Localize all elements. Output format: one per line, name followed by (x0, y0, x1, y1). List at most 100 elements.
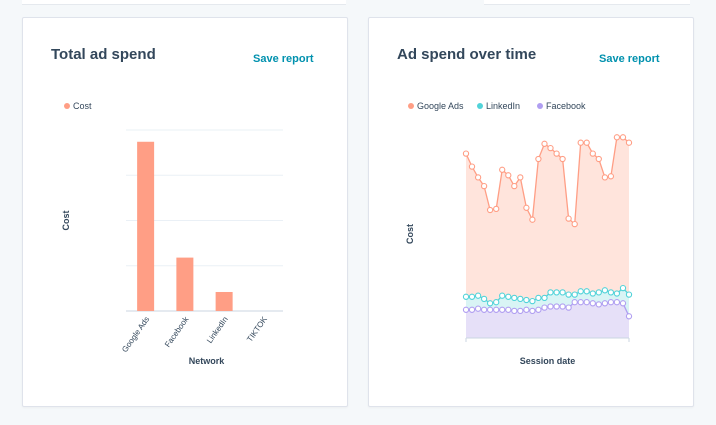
point-facebook (468, 306, 476, 313)
point-google-ads (523, 204, 530, 211)
legend-marker-cost (64, 103, 70, 109)
point-google-ads (625, 139, 633, 146)
point-google-ads (619, 134, 627, 141)
point-linkedin (607, 289, 615, 296)
card-title: Ad spend over time (397, 46, 537, 63)
point-facebook (613, 299, 621, 306)
point-google-ads (480, 182, 488, 190)
legend-marker (537, 103, 543, 109)
total-ad-spend-chart: Cost Google Ads Facebook LinkedIn TIKTOK Netw… (61, 101, 283, 366)
point-google-ads (613, 134, 621, 141)
point-linkedin (589, 290, 596, 297)
point-google-ads (559, 155, 566, 163)
save-report-button[interactable]: Save report (253, 53, 314, 65)
point-google-ads (541, 140, 548, 147)
point-facebook (529, 307, 536, 315)
point-linkedin (486, 300, 494, 307)
legend-marker (477, 103, 483, 109)
point-facebook (511, 307, 518, 315)
point-facebook (583, 299, 590, 306)
legend-label: Google Ads (417, 101, 464, 111)
point-google-ads (499, 166, 506, 173)
point-linkedin (613, 290, 621, 297)
point-linkedin (499, 292, 506, 299)
point-facebook (607, 299, 615, 306)
point-google-ads (468, 163, 476, 170)
point-facebook (589, 300, 596, 307)
point-google-ads (535, 155, 542, 163)
save-report-button[interactable]: Save report (599, 53, 660, 65)
point-google-ads (462, 150, 470, 157)
point-linkedin (619, 284, 627, 292)
point-facebook (547, 303, 554, 310)
point-linkedin (535, 294, 542, 302)
ad-spend-over-time-card: Ad spend over time Save report Google Ad… (368, 17, 694, 407)
x-tick-label: Google Ads (120, 315, 151, 354)
point-facebook (559, 303, 566, 310)
point-linkedin (480, 295, 488, 303)
area-google-ads (466, 137, 629, 338)
card-title: Total ad spend (51, 46, 156, 63)
legend-label-cost: Cost (73, 101, 92, 111)
point-facebook (499, 306, 506, 313)
point-google-ads (511, 182, 518, 190)
point-google-ads (601, 174, 609, 181)
legend: Cost (64, 101, 92, 111)
point-linkedin (565, 291, 572, 298)
top-strip-left (22, 0, 346, 5)
point-linkedin (553, 289, 560, 296)
y-axis-title: Cost (405, 224, 415, 244)
point-facebook (493, 306, 500, 313)
legend-label: Facebook (546, 101, 586, 111)
point-linkedin (493, 299, 500, 306)
y-axis-title: Cost (61, 210, 71, 230)
point-google-ads (607, 173, 615, 180)
point-linkedin (517, 295, 524, 303)
point-facebook (480, 306, 488, 313)
point-linkedin (511, 294, 518, 302)
point-linkedin (523, 296, 530, 304)
point-facebook (565, 304, 572, 311)
point-linkedin (577, 288, 584, 295)
point-facebook (541, 304, 548, 311)
point-linkedin (462, 293, 470, 300)
ad-spend-over-time-chart: Google Ads LinkedIn Facebook Session date Co… (405, 101, 633, 366)
point-google-ads (583, 139, 590, 146)
x-axis-title: Session date (520, 356, 576, 366)
point-facebook (486, 306, 494, 313)
bar-google-ads (137, 141, 155, 311)
bar-linkedin (215, 291, 233, 311)
point-google-ads (565, 215, 572, 222)
point-linkedin (529, 297, 536, 305)
point-facebook (553, 303, 560, 310)
point-linkedin (468, 293, 476, 300)
legend: Google Ads LinkedIn Facebook (408, 101, 586, 111)
x-tick-label: TIKTOK (245, 314, 269, 343)
point-facebook (474, 305, 482, 312)
point-google-ads (493, 205, 500, 213)
x-axis-title: Network (189, 356, 226, 366)
bar-facebook (176, 257, 194, 311)
point-linkedin (583, 288, 590, 295)
point-facebook (517, 307, 524, 315)
point-linkedin (547, 289, 554, 296)
x-tick-label: LinkedIn (205, 315, 230, 345)
legend-label: LinkedIn (486, 101, 520, 111)
point-google-ads (486, 206, 494, 214)
point-facebook (462, 306, 470, 313)
point-facebook (523, 306, 530, 313)
point-google-ads (505, 172, 512, 179)
point-google-ads (553, 150, 560, 157)
x-tick-label: Facebook (163, 314, 191, 349)
point-facebook (505, 306, 512, 313)
point-facebook (625, 313, 633, 320)
point-google-ads (529, 216, 536, 223)
point-linkedin (474, 292, 482, 299)
point-linkedin (601, 287, 609, 294)
point-google-ads (547, 144, 554, 152)
point-facebook (577, 299, 584, 306)
point-google-ads (595, 155, 602, 163)
point-google-ads (571, 220, 578, 228)
point-facebook (619, 300, 627, 307)
point-facebook (535, 306, 542, 313)
